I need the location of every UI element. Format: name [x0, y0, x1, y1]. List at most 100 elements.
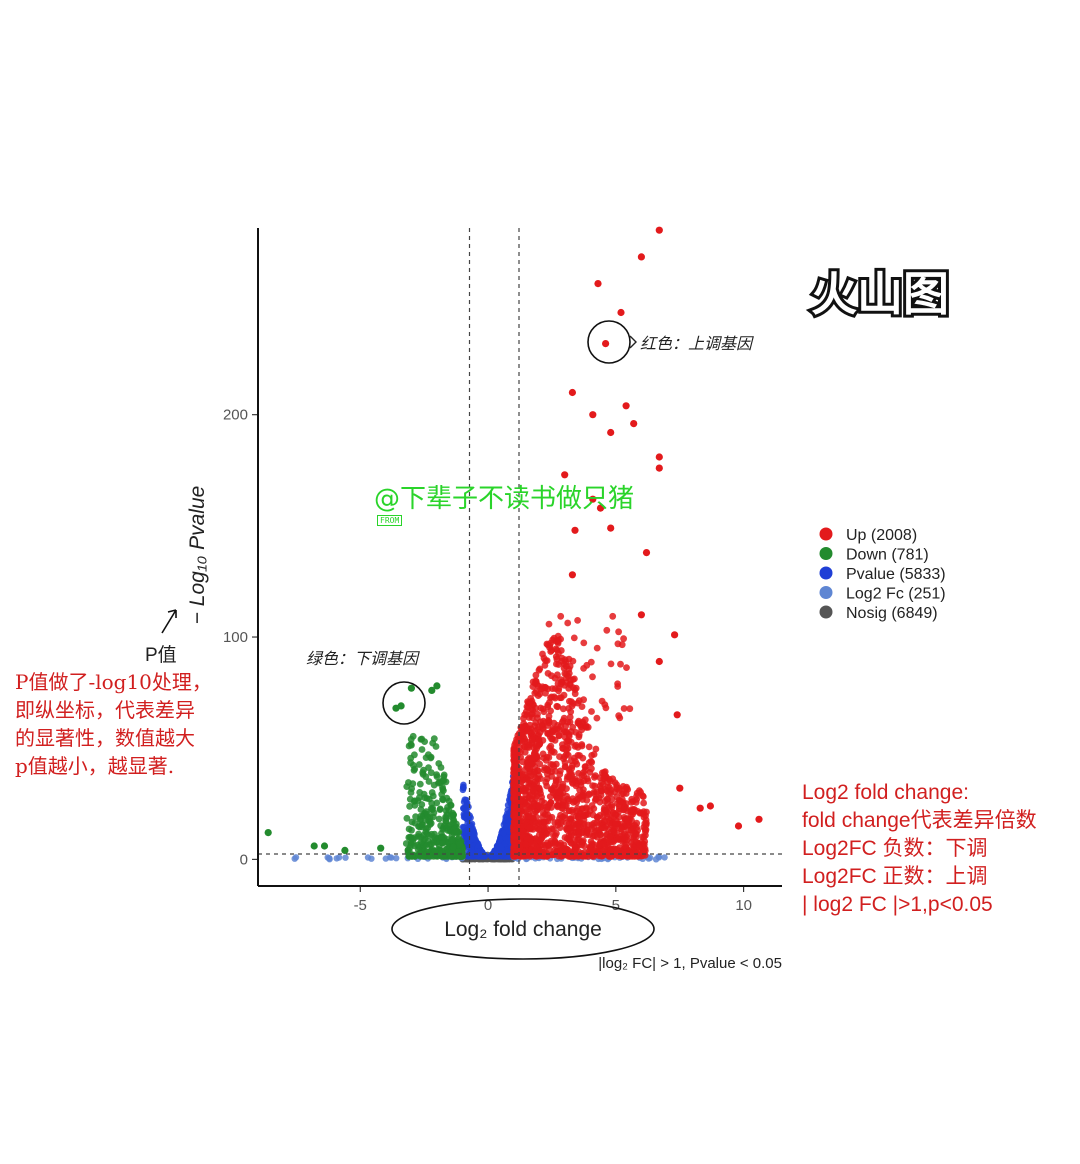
data-point-up [512, 739, 519, 747]
data-point-up [518, 770, 526, 778]
data-point-up [550, 763, 558, 770]
data-point-up [621, 836, 629, 843]
data-point-up [556, 694, 564, 702]
data-point-down [412, 813, 419, 821]
y-tick-label: 0 [240, 851, 248, 868]
data-point-up [564, 846, 572, 854]
data-point-up [511, 810, 519, 817]
data-point-up [522, 791, 530, 799]
data-point-down [422, 808, 430, 816]
data-point-up [559, 805, 567, 813]
data-point-down [431, 834, 439, 841]
data-point-down [433, 771, 440, 779]
data-point-up [544, 670, 552, 677]
data-point-up [569, 657, 577, 665]
legend: Up (2008) Down (781) Pvalue (5833) Log2 Fc … [819, 527, 946, 622]
data-point-down [410, 798, 418, 805]
data-point-up [564, 773, 571, 780]
data-point-up [583, 724, 590, 731]
data-point-up [534, 714, 541, 722]
data-point-pvalue [475, 848, 483, 855]
data-point-down [421, 794, 429, 802]
data-point-up [542, 803, 550, 811]
data-point-up [568, 702, 576, 710]
data-point-up [618, 641, 626, 649]
data-point-up [531, 680, 539, 687]
data-point-pvalue [471, 830, 478, 838]
data-point-up [561, 759, 569, 766]
data-point-down [417, 806, 425, 813]
data-point-pvalue [502, 813, 510, 821]
data-point-log2fc [326, 855, 333, 862]
data-point-up [555, 788, 562, 796]
x-axis-title: Log₂ fold change [444, 918, 602, 941]
data-point-up [639, 810, 647, 818]
data-point-up [576, 786, 583, 794]
data-point-down [456, 840, 464, 848]
data-point-up [532, 671, 540, 679]
data-point-up [543, 830, 551, 837]
data-point-up [574, 752, 582, 759]
data-point-up [565, 853, 573, 860]
data-point-up [548, 735, 556, 743]
data-point-up [583, 826, 590, 834]
data-point-up [557, 811, 564, 819]
data-point-up [620, 790, 627, 797]
data-point-up [550, 748, 558, 756]
data-point-up [554, 821, 562, 829]
chart-caption: |log₂ FC| > 1, Pvalue < 0.05 [598, 955, 782, 972]
data-point-up [617, 825, 625, 833]
data-point-up [584, 777, 592, 785]
data-point-up [532, 808, 539, 815]
data-point-down [411, 765, 419, 773]
arrow-icon [161, 609, 177, 634]
data-point-up [589, 673, 596, 681]
data-point-up [569, 684, 577, 691]
data-point-up [616, 714, 624, 722]
data-point-up [606, 833, 614, 840]
data-point-up [531, 727, 538, 735]
data-point-up [510, 832, 517, 840]
data-point-down [439, 795, 446, 803]
data-point-up [570, 634, 578, 642]
up-annotation-circle [587, 320, 631, 364]
data-point-up [580, 696, 587, 704]
data-point-down [422, 825, 430, 833]
data-point-up [576, 793, 584, 801]
data-point-up [510, 790, 518, 798]
data-point-up [655, 453, 663, 461]
data-point-up [585, 743, 593, 751]
data-point-up [561, 471, 569, 479]
data-point-up [511, 803, 519, 811]
data-point-up [533, 813, 540, 821]
data-point-up [563, 819, 570, 827]
data-point-down [425, 832, 433, 839]
data-point-up [615, 835, 622, 843]
data-point-down [418, 746, 426, 753]
data-point-pvalue [468, 820, 476, 828]
data-point-up [640, 841, 648, 848]
data-point-pvalue [497, 843, 505, 851]
data-point-up [522, 801, 530, 809]
data-point-up [589, 411, 597, 419]
data-point-log2fc [292, 854, 300, 861]
data-point-up [624, 786, 632, 793]
data-point-up [552, 653, 560, 661]
x-tick-label: 0 [484, 897, 492, 914]
data-point-up [539, 650, 546, 658]
data-point-up [594, 280, 602, 288]
data-point-up [553, 830, 560, 837]
data-point-down [425, 764, 432, 771]
data-point-up [597, 831, 604, 839]
data-point-up [525, 783, 533, 791]
data-point-down [407, 759, 414, 767]
data-point-up [567, 824, 575, 832]
data-point-up [617, 308, 625, 317]
data-point-up [510, 795, 518, 803]
data-point-down [436, 806, 444, 813]
data-point-up [557, 847, 564, 855]
data-point-up [612, 820, 620, 828]
data-point-up [534, 692, 542, 699]
data-point-pvalue [460, 828, 468, 836]
data-point-up [621, 849, 628, 856]
